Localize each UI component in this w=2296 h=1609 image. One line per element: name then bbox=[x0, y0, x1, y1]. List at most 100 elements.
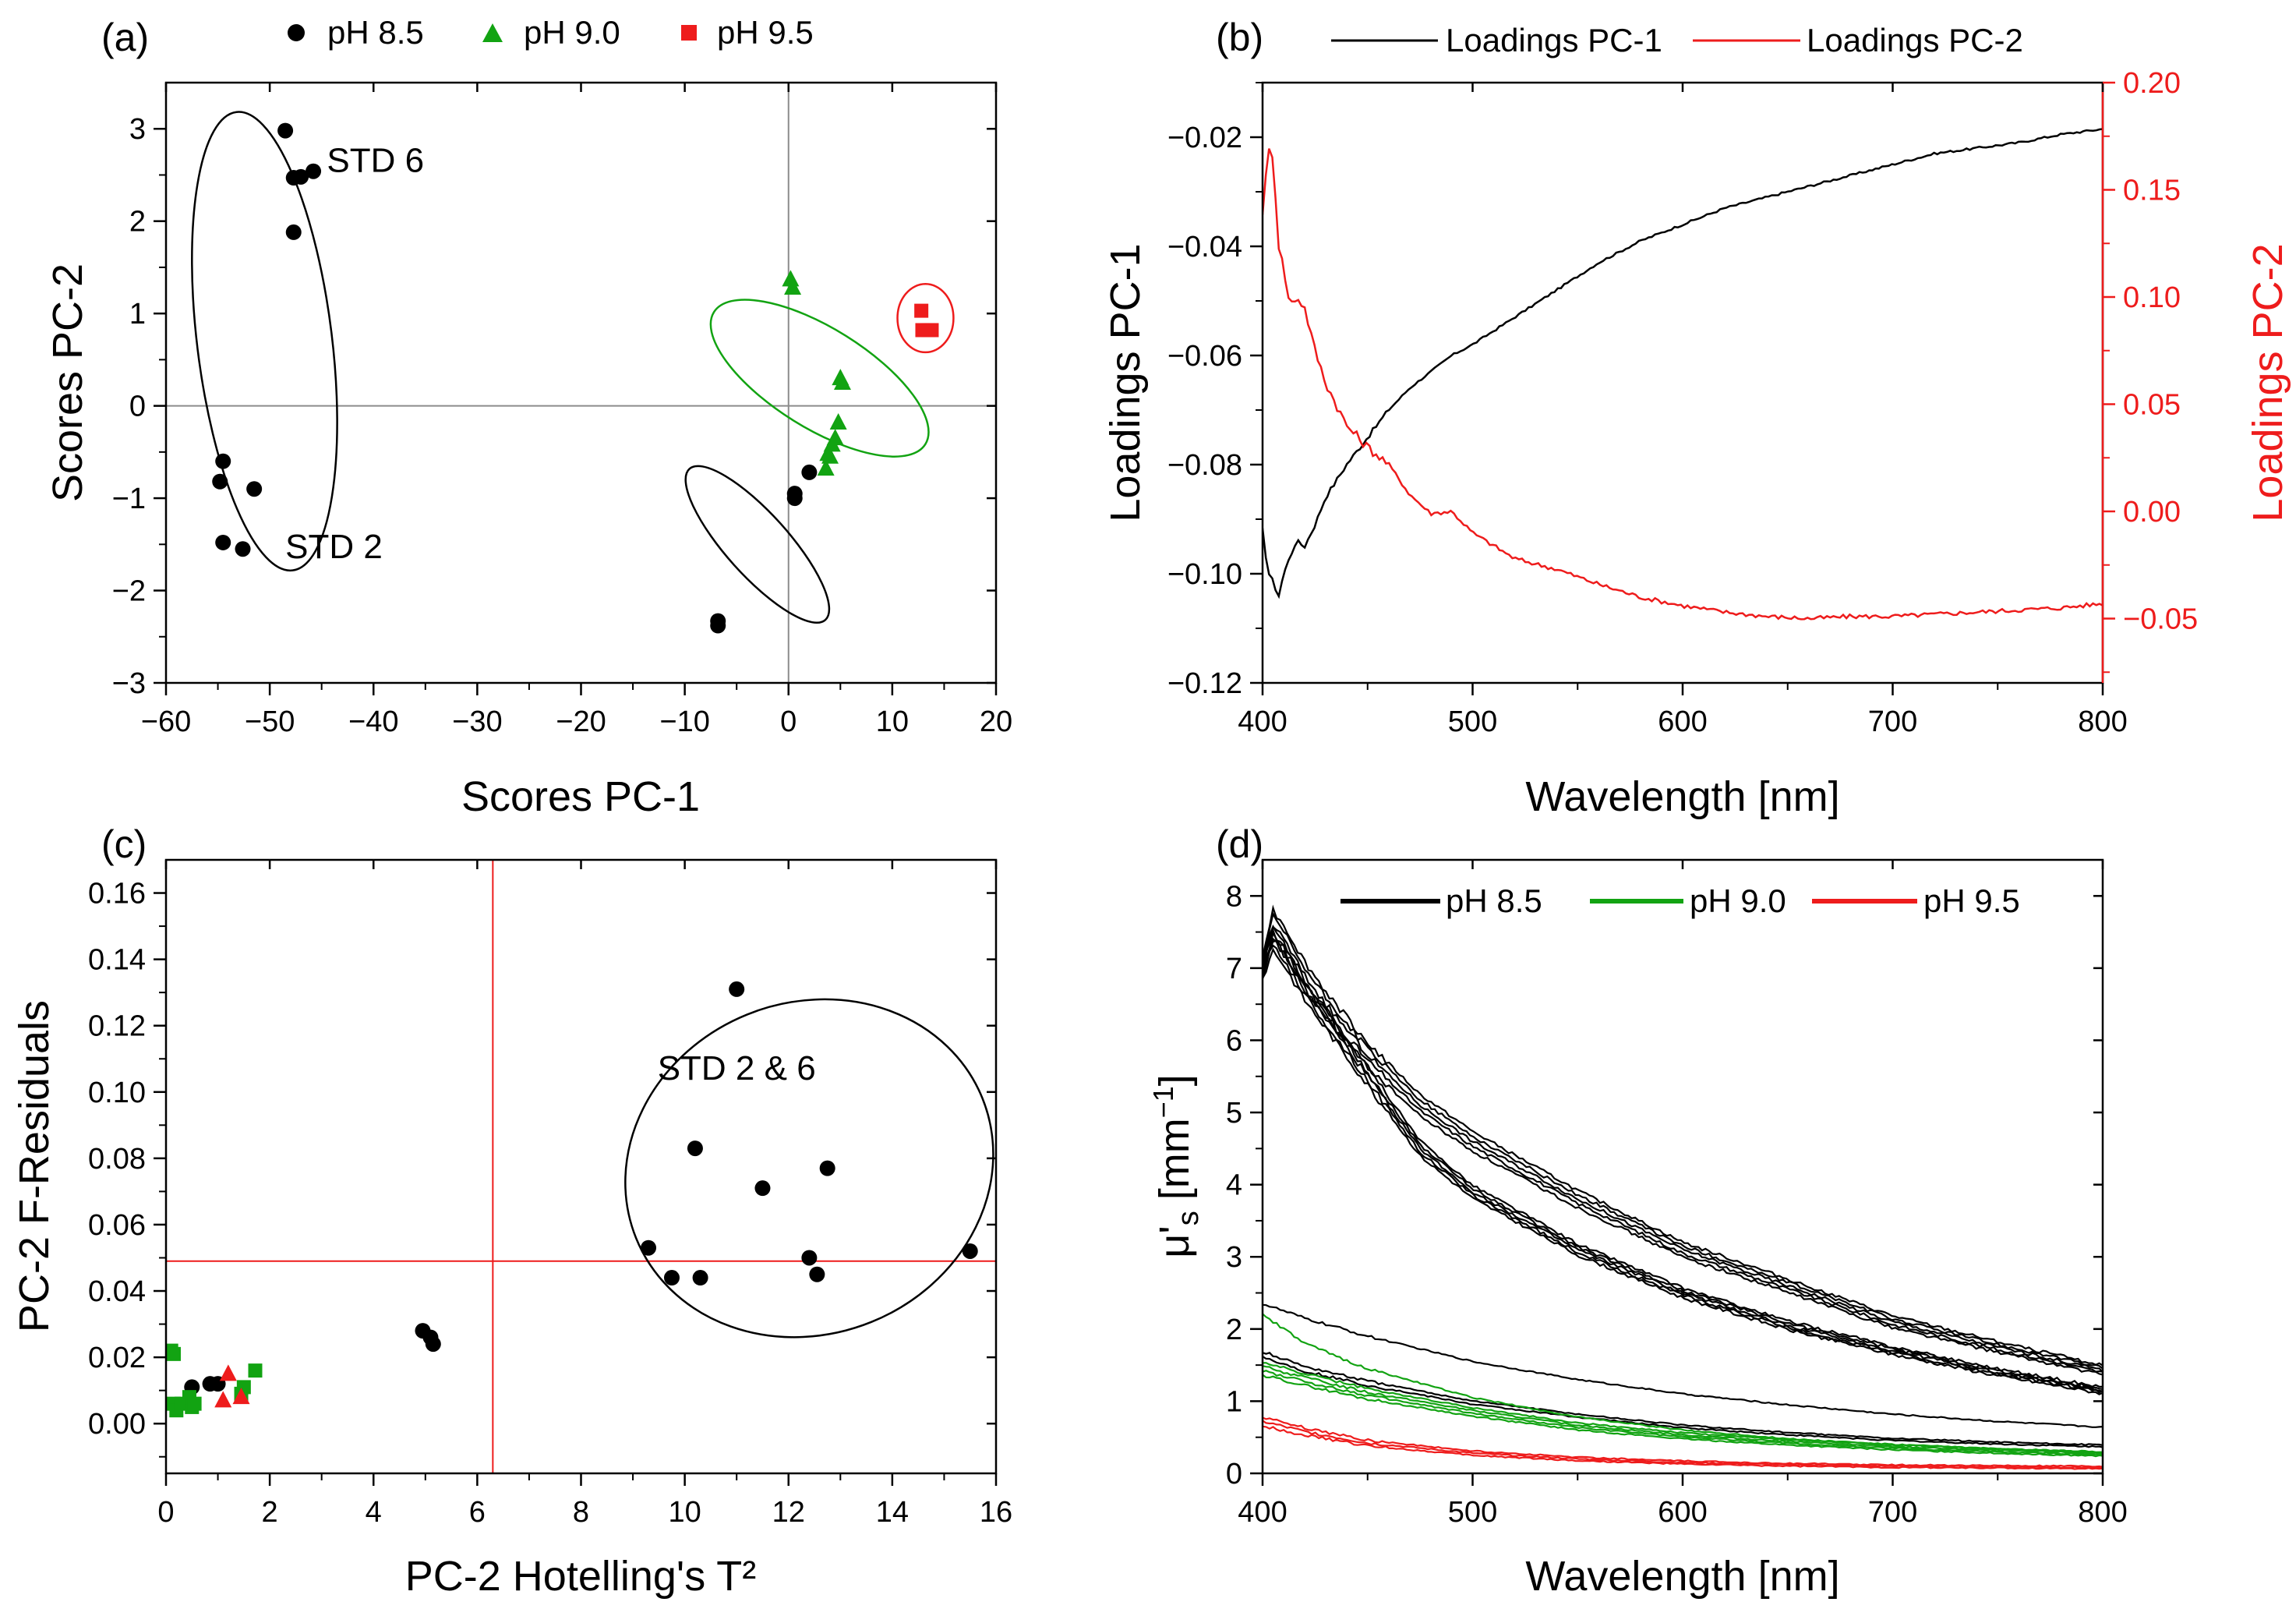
y-tick-label: 0.08 bbox=[88, 1143, 146, 1176]
x-tick-label: 16 bbox=[980, 1496, 1012, 1529]
x-tick-label: 400 bbox=[1238, 1496, 1287, 1529]
data-point bbox=[786, 490, 803, 507]
data-point bbox=[817, 459, 835, 476]
y-tick-label: 4 bbox=[1226, 1169, 1242, 1202]
data-point bbox=[215, 453, 231, 469]
y-tick-label: 3 bbox=[1226, 1241, 1242, 1274]
legend-ph90-label: pH 9.0 bbox=[524, 14, 620, 51]
y-tick-label: −0.06 bbox=[1167, 340, 1242, 373]
spectrum-line bbox=[1263, 944, 2103, 1394]
spectrum-line bbox=[1263, 937, 2103, 1376]
panel-d-plot-area bbox=[1263, 904, 2103, 1470]
panel-c-frame bbox=[164, 858, 998, 1475]
data-point bbox=[801, 464, 818, 480]
cluster-ellipse bbox=[624, 998, 994, 1338]
x-tick-label: −20 bbox=[556, 705, 606, 738]
y-tick-label: 1 bbox=[1226, 1385, 1242, 1418]
x-tick-label: 500 bbox=[1448, 705, 1497, 738]
y-tick-label: 0.06 bbox=[88, 1209, 146, 1242]
x-tick-label: 800 bbox=[2078, 705, 2127, 738]
y-tick-label: −0.12 bbox=[1167, 667, 1242, 700]
data-point bbox=[248, 1363, 263, 1378]
data-point bbox=[833, 373, 851, 390]
panel-d-frame bbox=[1261, 858, 2104, 1475]
x-tick-label: −10 bbox=[659, 705, 709, 738]
y-tick-label: −0.02 bbox=[1167, 122, 1242, 154]
y-tick-label: 0 bbox=[129, 391, 146, 423]
spectrum-line bbox=[1263, 1420, 2103, 1469]
panel-c-xlabel: PC-2 Hotelling's T² bbox=[405, 1553, 756, 1600]
x-tick-label: 700 bbox=[1868, 705, 1917, 738]
spectrum-line bbox=[1263, 1303, 2103, 1428]
data-point bbox=[914, 303, 929, 318]
spectrum-line bbox=[1263, 1313, 2103, 1454]
panel-d-ticks: 400 500 600 700 800 0 1 2 3 4 5 6 7 8 bbox=[1226, 860, 2128, 1529]
data-point bbox=[306, 163, 322, 179]
spectrum-line bbox=[1263, 1352, 2103, 1446]
data-point bbox=[285, 224, 302, 240]
cluster-ellipse bbox=[896, 282, 955, 354]
y-tick-label: 1 bbox=[129, 298, 146, 331]
y-tick-label: 0 bbox=[1226, 1458, 1242, 1491]
y-tick-label: −1 bbox=[112, 483, 146, 515]
y-tick-label: 3 bbox=[129, 113, 146, 146]
spectrum-line bbox=[1263, 1416, 2103, 1468]
panel-a-plot-area bbox=[166, 83, 996, 683]
data-point bbox=[212, 473, 228, 490]
spectrum-line bbox=[1263, 1374, 2103, 1458]
x-tick-label: −30 bbox=[452, 705, 502, 738]
series-line bbox=[1263, 148, 2103, 621]
y-tick-label: 0.14 bbox=[88, 944, 146, 977]
panel-b-xlabel: Wavelength [nm] bbox=[1525, 773, 1839, 820]
data-point bbox=[692, 1270, 708, 1286]
x-tick-label: 600 bbox=[1658, 1496, 1707, 1529]
data-point bbox=[687, 1140, 703, 1157]
y-tick-label: 0.04 bbox=[88, 1275, 146, 1308]
panel-a-xlabel: Scores PC-1 bbox=[461, 773, 700, 820]
legend-d-ph90-label: pH 9.0 bbox=[1690, 882, 1786, 919]
panel-c: STD 2 & 6 0 2 4 6 8 10 12 14 16 0.00 0.02 0.04 0.06 0.… bbox=[11, 822, 1012, 1600]
panel-d-xlabel: Wavelength [nm] bbox=[1525, 1553, 1839, 1600]
data-point bbox=[663, 1270, 680, 1286]
y-tick-label: 0.10 bbox=[88, 1077, 146, 1109]
spectrum-line bbox=[1263, 939, 2103, 1392]
data-point bbox=[219, 1364, 237, 1381]
annotation-label: STD 2 bbox=[285, 528, 383, 566]
panel-c-ticks: STD 2 & 6 0 2 4 6 8 10 12 14 16 0.00 0.02 0.04 0.06 0.… bbox=[88, 860, 1012, 1529]
legend-d-ph85-label: pH 8.5 bbox=[1446, 882, 1542, 919]
y-tick-label: 2 bbox=[129, 206, 146, 239]
data-point bbox=[924, 323, 939, 338]
data-point bbox=[277, 122, 294, 139]
legend-ph85-label: pH 8.5 bbox=[327, 14, 424, 51]
data-point bbox=[754, 1180, 771, 1197]
y-tick-label: 8 bbox=[1226, 880, 1242, 913]
annotation-label: STD 2 & 6 bbox=[658, 1049, 816, 1087]
data-point bbox=[187, 1396, 202, 1411]
y-tick-label: −0.04 bbox=[1167, 231, 1242, 263]
legend-ph95-label: pH 9.5 bbox=[717, 14, 814, 51]
panel-b-plot-area bbox=[1263, 128, 2103, 621]
data-point bbox=[784, 278, 802, 295]
panel-b-ticks: 400 500 600 700 800 −0.12 −0.10 −0.08 −0.06 −0.04… bbox=[1167, 67, 2198, 738]
panel-c-plot-area bbox=[166, 860, 996, 1473]
x-tick-label: 600 bbox=[1658, 705, 1707, 738]
ylabel-sub: s bbox=[1172, 1211, 1205, 1225]
ylabel-mu: μ bbox=[1151, 1234, 1198, 1258]
y-right-tick-label: 0.00 bbox=[2123, 496, 2181, 529]
spectrum-line bbox=[1263, 930, 2103, 1373]
cluster-ellipse bbox=[684, 465, 831, 624]
cluster-ellipse bbox=[709, 299, 930, 458]
annotation-label: STD 6 bbox=[327, 142, 424, 180]
y-tick-label: −3 bbox=[112, 667, 146, 700]
x-tick-label: 400 bbox=[1238, 705, 1287, 738]
cluster-ellipse bbox=[191, 111, 338, 572]
data-point bbox=[819, 1160, 835, 1176]
panel-b: 400 500 600 700 800 −0.12 −0.10 −0.08 −0.06 −0.04… bbox=[1102, 16, 2291, 820]
panel-b-frame bbox=[1261, 81, 2104, 684]
x-tick-label: 700 bbox=[1868, 1496, 1917, 1529]
panel-c-label: (c) bbox=[101, 822, 147, 866]
panel-d-label: (d) bbox=[1216, 822, 1263, 866]
panel-a-label: (a) bbox=[101, 16, 149, 59]
spectrum-line bbox=[1263, 1365, 2103, 1455]
panel-b-legend: Loadings PC-1 Loadings PC-2 bbox=[1331, 22, 2023, 58]
